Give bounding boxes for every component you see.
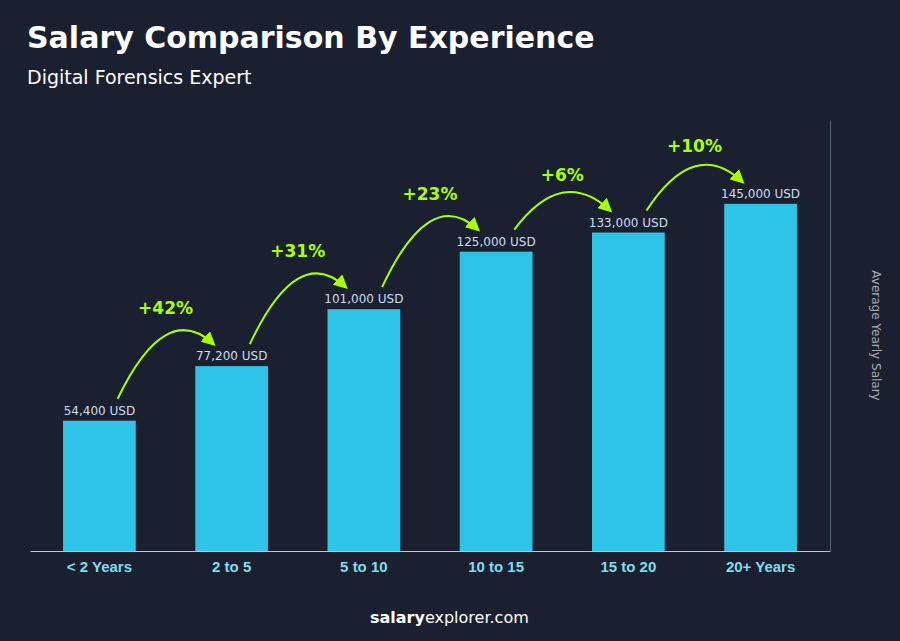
title: Salary Comparison By Experience	[27, 20, 595, 55]
change-arrows	[118, 165, 743, 399]
x-tick: < 2 Years	[67, 551, 132, 575]
x-tick-label: 5 to 10	[340, 558, 388, 575]
footer: salaryexplorer.com	[370, 608, 529, 627]
bar	[592, 233, 665, 551]
annotation: +31%	[270, 241, 325, 261]
y-axis-title: Average Yearly Salary	[869, 270, 883, 400]
change-arrow	[382, 216, 478, 287]
value-label: 145,000 USD	[721, 187, 800, 201]
x-tick-label: < 2 Years	[67, 558, 132, 575]
bar	[195, 366, 268, 551]
annotation: +10%	[667, 136, 722, 156]
plot: 54,400 USD 77,200 USD 101,000 USD 125,000 U…	[31, 121, 831, 575]
x-tick-label: 20+ Years	[726, 558, 795, 575]
value-label: 77,200 USD	[196, 349, 267, 363]
bar	[63, 421, 136, 551]
x-tick: 10 to 15	[468, 551, 524, 575]
value-label: 101,000 USD	[324, 292, 403, 306]
annotations: +42% +31% +23% +6% +10%	[138, 136, 722, 318]
x-tick-label: 10 to 15	[468, 558, 524, 575]
bars	[63, 165, 797, 551]
bar	[328, 309, 401, 551]
y-axis	[830, 121, 831, 552]
bar	[460, 252, 533, 551]
subtitle: Digital Forensics Expert	[27, 66, 251, 88]
x-tick-label: 2 to 5	[212, 558, 251, 575]
background	[0, 0, 900, 641]
x-tick: 2 to 5	[212, 551, 251, 575]
footer-part: salary	[370, 608, 425, 627]
bar	[724, 204, 797, 551]
annotation: +42%	[138, 298, 193, 318]
value-labels: 54,400 USD 77,200 USD 101,000 USD 125,000 U…	[64, 187, 800, 418]
footer-part: explorer.com	[425, 608, 529, 627]
x-tick: 20+ Years	[726, 551, 795, 575]
chart: Salary Comparison By Experience Digital F…	[0, 0, 900, 641]
value-label: 54,400 USD	[64, 404, 135, 418]
x-axis: < 2 Years 2 to 5 5 to 10 10 to 15 15 to 20 20…	[31, 551, 831, 575]
x-axis-line	[31, 551, 831, 552]
annotation: +23%	[403, 184, 458, 204]
annotation: +6%	[541, 165, 584, 185]
value-label: 133,000 USD	[589, 216, 668, 230]
value-label: 125,000 USD	[457, 235, 536, 249]
x-tick: 15 to 20	[600, 551, 656, 575]
change-arrow	[118, 330, 214, 399]
y-axis-line	[830, 121, 831, 552]
x-tick: 5 to 10	[340, 551, 388, 575]
change-arrow	[250, 273, 346, 344]
x-tick-label: 15 to 20	[600, 558, 656, 575]
